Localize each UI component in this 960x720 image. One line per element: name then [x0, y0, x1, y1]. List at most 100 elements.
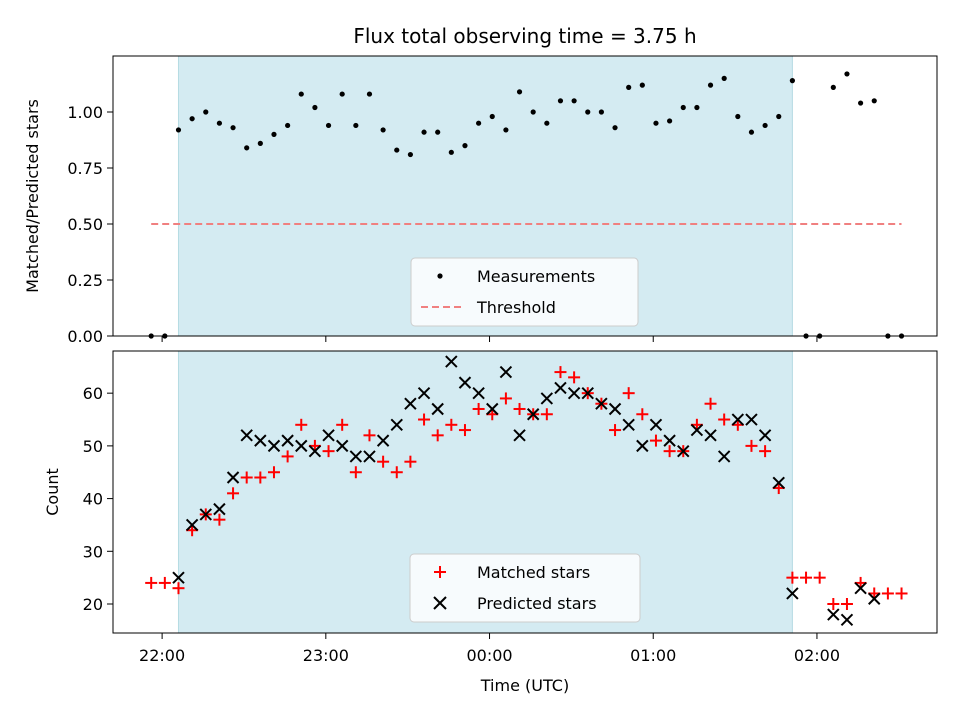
measurement-point	[339, 91, 345, 97]
measurement-point	[721, 75, 727, 81]
predicted-star-point	[363, 450, 376, 463]
matched-star-point	[636, 408, 649, 421]
matched-star-point	[499, 392, 512, 405]
measurement-point	[298, 91, 304, 97]
matched-star-point	[568, 371, 581, 384]
predicted-star-stroke	[677, 444, 690, 458]
matched-star-point	[254, 471, 267, 484]
measurement-point	[871, 98, 877, 104]
predicted-star-stroke	[595, 397, 608, 410]
matched-star-point	[158, 576, 171, 589]
measurement-point	[230, 125, 236, 131]
predicted-star-point	[595, 397, 608, 410]
predicted-star-stroke	[417, 386, 431, 400]
measurement-point	[285, 122, 291, 129]
top-y-axis-label: Matched/Predicted stars	[23, 99, 42, 293]
matched-stars-points	[145, 366, 908, 611]
predicted-star-point	[499, 365, 513, 379]
measurement-point	[366, 91, 373, 97]
matched-star-point	[718, 413, 731, 426]
measurement-point	[503, 127, 509, 133]
y-tick-label: 0.75	[67, 159, 103, 178]
measurement-point	[407, 151, 414, 158]
matched-star-point	[786, 571, 799, 584]
measurement-point	[435, 129, 441, 135]
measurement-point	[680, 104, 686, 111]
measurement-point	[626, 84, 632, 90]
predicted-star-stroke	[458, 376, 472, 389]
matched-star-point	[295, 418, 308, 431]
predicted-star-stroke	[472, 386, 485, 400]
measurement-point	[353, 122, 359, 129]
predicted-star-stroke	[363, 450, 376, 463]
predicted-star-stroke	[404, 397, 417, 410]
measurement-point	[667, 118, 673, 124]
matched-star-point	[267, 466, 280, 479]
predicted-star-point	[745, 413, 758, 426]
matched-star-point	[704, 397, 717, 410]
predicted-star-point	[486, 402, 499, 416]
measurement-point	[189, 116, 195, 122]
measurement-point	[571, 98, 577, 104]
predicted-star-stroke	[567, 386, 581, 400]
predicted-star-stroke	[445, 355, 458, 368]
predicted-star-stroke	[499, 365, 513, 379]
matched-star-point	[322, 445, 335, 458]
measurement-point	[489, 113, 495, 120]
matched-star-point	[336, 418, 349, 431]
matched-star-point	[172, 582, 185, 595]
bottom-panel: 20 30 40 50 60 22:00 23:00 00:00 01:00 02:00 Cou…	[43, 350, 938, 695]
y-tick-label: 40	[83, 490, 103, 509]
legend-measurements-label: Measurements	[477, 267, 595, 286]
predicted-star-point	[185, 518, 199, 532]
measurement-point	[735, 113, 741, 120]
measurement-point	[789, 78, 795, 84]
bottom-y-axis-label: Count	[43, 468, 62, 516]
bottom-x-ticks: 22:00 23:00 00:00 01:00 02:00	[139, 633, 840, 665]
measurement-point	[748, 129, 755, 135]
predicted-star-stroke	[622, 418, 635, 432]
predicted-star-stroke	[513, 429, 526, 442]
measurement-point	[762, 122, 768, 129]
x-tick-label: 00:00	[466, 646, 512, 665]
matched-star-point	[813, 571, 826, 584]
matched-star-point	[390, 466, 403, 479]
measurement-point	[844, 71, 850, 77]
predicted-star-point	[226, 471, 240, 484]
predicted-star-point	[786, 587, 799, 600]
predicted-star-point	[663, 434, 676, 447]
matched-star-point	[213, 513, 226, 526]
predicted-star-point	[417, 386, 431, 400]
predicted-star-stroke	[581, 386, 594, 400]
predicted-star-point	[608, 402, 622, 416]
predicted-star-stroke	[199, 508, 212, 521]
measurement-point	[612, 125, 618, 131]
predicted-star-point	[567, 386, 581, 400]
bottom-legend-box	[409, 553, 641, 623]
predicted-star-stroke	[854, 581, 867, 595]
matched-star-point	[840, 598, 853, 611]
matched-star-point	[418, 413, 431, 426]
measurement-point	[448, 149, 454, 155]
matched-star-point	[827, 598, 840, 611]
measurement-point	[653, 120, 659, 126]
matched-star-point	[458, 424, 471, 437]
predicted-star-point	[458, 376, 472, 389]
matched-star-point	[895, 587, 908, 600]
measurement-point	[203, 109, 209, 115]
x-tick-label: 01:00	[630, 646, 676, 665]
predicted-star-point	[172, 571, 185, 584]
predicted-star-point	[513, 429, 526, 442]
predicted-star-stroke	[390, 418, 403, 432]
matched-star-point	[881, 587, 894, 600]
x-tick-label: 23:00	[303, 646, 349, 665]
predicted-star-point	[267, 439, 281, 453]
matched-star-point	[431, 429, 444, 442]
matched-star-point	[349, 466, 362, 479]
predicted-star-point	[868, 592, 881, 605]
y-tick-label: 0.00	[67, 327, 103, 346]
predicted-star-point	[704, 429, 717, 442]
predicted-star-stroke	[745, 413, 758, 426]
predicted-star-point	[349, 450, 363, 463]
